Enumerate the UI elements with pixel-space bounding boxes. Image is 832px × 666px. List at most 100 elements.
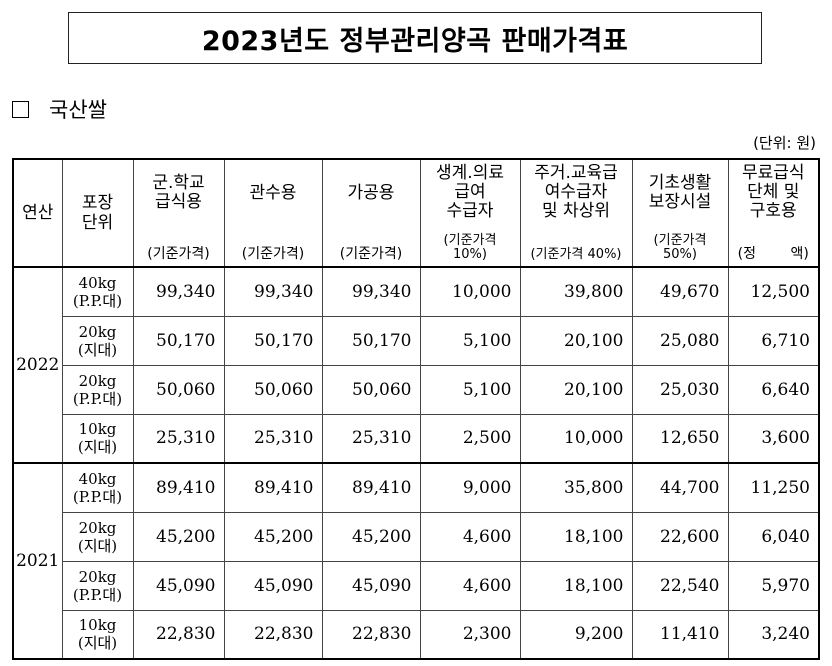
header-livelihood-line: 급여 bbox=[454, 182, 486, 202]
price-cell: 89,410 bbox=[132, 462, 225, 513]
table-row: 20kg (P.P.대) 45,090 45,090 45,090 4,600 18,100… bbox=[13, 560, 820, 611]
price-cell: 22,600 bbox=[631, 511, 729, 562]
package-line: (지대) bbox=[77, 340, 118, 359]
price-cell: 45,090 bbox=[223, 560, 323, 611]
header-basic-facility-line: 보장시설 bbox=[648, 192, 712, 212]
header-processing: 가공용 (기준가격) bbox=[321, 158, 421, 268]
checkbox-square-icon bbox=[12, 100, 29, 118]
package-line: (P.P.대) bbox=[72, 291, 123, 310]
table-row: 20kg (지대) 45,200 45,200 45,200 4,600 18,100 22,… bbox=[13, 511, 820, 562]
price-cell: 22,830 bbox=[132, 609, 225, 660]
price-cell: 25,310 bbox=[321, 413, 421, 464]
package-line: 20kg bbox=[78, 322, 117, 341]
page-title: 2023년도 정부관리양곡 판매가격표 bbox=[201, 25, 629, 57]
header-housing-sub: (기준가격 40%) bbox=[530, 247, 622, 262]
price-cell: 6,710 bbox=[727, 315, 820, 366]
price-cell: 12,500 bbox=[727, 266, 820, 317]
header-basic-facility-sub: 50%) bbox=[663, 247, 697, 262]
header-military-sub: (기준가격) bbox=[147, 246, 210, 262]
package-cell: 40kg (P.P.대) bbox=[61, 266, 134, 317]
header-row: 연산 포장 단위 군.학교 급식용 (기준가격) 관수용 (기준가격) bbox=[12, 158, 820, 268]
header-military: 군.학교 급식용 (기준가격) bbox=[132, 158, 225, 268]
price-cell: 22,830 bbox=[223, 609, 323, 660]
price-cell: 12,650 bbox=[631, 413, 729, 464]
header-basic-facility-sub: (기준가격 bbox=[653, 233, 707, 248]
price-cell: 39,800 bbox=[519, 266, 633, 317]
package-line: (지대) bbox=[77, 634, 118, 653]
package-line: 10kg bbox=[78, 616, 117, 635]
header-free-meal-sub: (정 액) bbox=[737, 246, 809, 262]
package-line: (P.P.대) bbox=[72, 389, 123, 408]
price-cell: 45,090 bbox=[132, 560, 225, 611]
price-cell: 3,240 bbox=[727, 609, 820, 660]
header-government-line: 관수용 bbox=[249, 183, 297, 203]
price-cell: 99,340 bbox=[132, 266, 225, 317]
package-line: 40kg bbox=[78, 273, 117, 292]
price-cell: 25,310 bbox=[223, 413, 323, 464]
header-free-meal: 무료급식 단체 및 구호용 (정 액) bbox=[727, 158, 820, 268]
header-basic-facility-line: 기초생활 bbox=[648, 173, 712, 193]
price-cell: 2,300 bbox=[419, 609, 521, 660]
header-housing-line: 여수급자 bbox=[544, 182, 608, 202]
header-military-line: 급식용 bbox=[155, 192, 202, 212]
table-body: 2022 40kg (P.P.대) 99,340 99,340 99,340 10,000 3… bbox=[12, 266, 820, 660]
price-cell: 3,600 bbox=[727, 413, 820, 464]
price-cell: 22,830 bbox=[321, 609, 421, 660]
price-cell: 6,040 bbox=[727, 511, 820, 562]
package-cell: 10kg (지대) bbox=[61, 413, 134, 464]
package-cell: 20kg (P.P.대) bbox=[61, 364, 134, 415]
header-housing-line: 주거.교육급 bbox=[534, 163, 618, 183]
price-cell: 45,090 bbox=[321, 560, 421, 611]
price-cell: 11,410 bbox=[631, 609, 729, 660]
header-livelihood-sub: 10%) bbox=[453, 247, 487, 262]
price-cell: 89,410 bbox=[223, 462, 323, 513]
header-package-line: 포장 bbox=[81, 193, 114, 213]
price-cell: 10,000 bbox=[419, 266, 521, 317]
section-label: 국산쌀 bbox=[49, 98, 107, 122]
package-cell: 40kg (P.P.대) bbox=[61, 462, 134, 513]
package-line: 20kg bbox=[78, 371, 117, 390]
price-cell: 50,060 bbox=[321, 364, 421, 415]
price-cell: 25,080 bbox=[631, 315, 729, 366]
price-cell: 45,200 bbox=[321, 511, 421, 562]
price-cell: 45,200 bbox=[223, 511, 323, 562]
price-cell: 4,600 bbox=[419, 560, 521, 611]
price-cell: 35,800 bbox=[519, 462, 633, 513]
header-livelihood-line: 수급자 bbox=[446, 201, 494, 221]
package-cell: 20kg (지대) bbox=[61, 315, 134, 366]
section-heading: 국산쌀 bbox=[12, 94, 107, 124]
header-free-meal-line: 구호용 bbox=[749, 201, 797, 221]
price-cell: 18,100 bbox=[519, 560, 633, 611]
title-box: 2023년도 정부관리양곡 판매가격표 bbox=[68, 12, 762, 64]
header-military-line: 군.학교 bbox=[152, 173, 205, 193]
package-line: (P.P.대) bbox=[72, 585, 123, 604]
package-line: 20kg bbox=[78, 518, 117, 537]
header-processing-line: 가공용 bbox=[347, 183, 395, 203]
header-housing-line: 및 차상위 bbox=[542, 201, 610, 221]
header-government: 관수용 (기준가격) bbox=[223, 158, 323, 268]
package-line: (P.P.대) bbox=[72, 487, 123, 506]
price-cell: 45,200 bbox=[132, 511, 225, 562]
header-free-meal-line: 단체 및 bbox=[747, 182, 800, 202]
price-cell: 5,970 bbox=[727, 560, 820, 611]
header-government-sub: (기준가격) bbox=[241, 246, 305, 262]
price-cell: 2,500 bbox=[419, 413, 521, 464]
price-cell: 89,410 bbox=[321, 462, 421, 513]
price-cell: 20,100 bbox=[519, 315, 633, 366]
package-line: 20kg bbox=[78, 567, 117, 586]
package-line: 10kg bbox=[78, 420, 117, 439]
unit-note: (단위: 원) bbox=[753, 134, 816, 152]
table-row: 10kg (지대) 25,310 25,310 25,310 2,500 10,000 12,… bbox=[13, 413, 820, 464]
header-year: 연산 bbox=[12, 158, 63, 268]
package-line: 40kg bbox=[78, 469, 117, 488]
price-cell: 10,000 bbox=[519, 413, 633, 464]
price-cell: 22,540 bbox=[631, 560, 729, 611]
header-package-line: 단위 bbox=[81, 213, 114, 233]
price-cell: 18,100 bbox=[519, 511, 633, 562]
year-cell: 2021 bbox=[12, 462, 63, 660]
package-cell: 10kg (지대) bbox=[61, 609, 134, 660]
price-cell: 20,100 bbox=[519, 364, 633, 415]
header-livelihood-sub: (기준가격 bbox=[443, 233, 497, 248]
header-year-label: 연산 bbox=[22, 203, 54, 223]
header-free-meal-line: 무료급식 bbox=[741, 163, 805, 183]
